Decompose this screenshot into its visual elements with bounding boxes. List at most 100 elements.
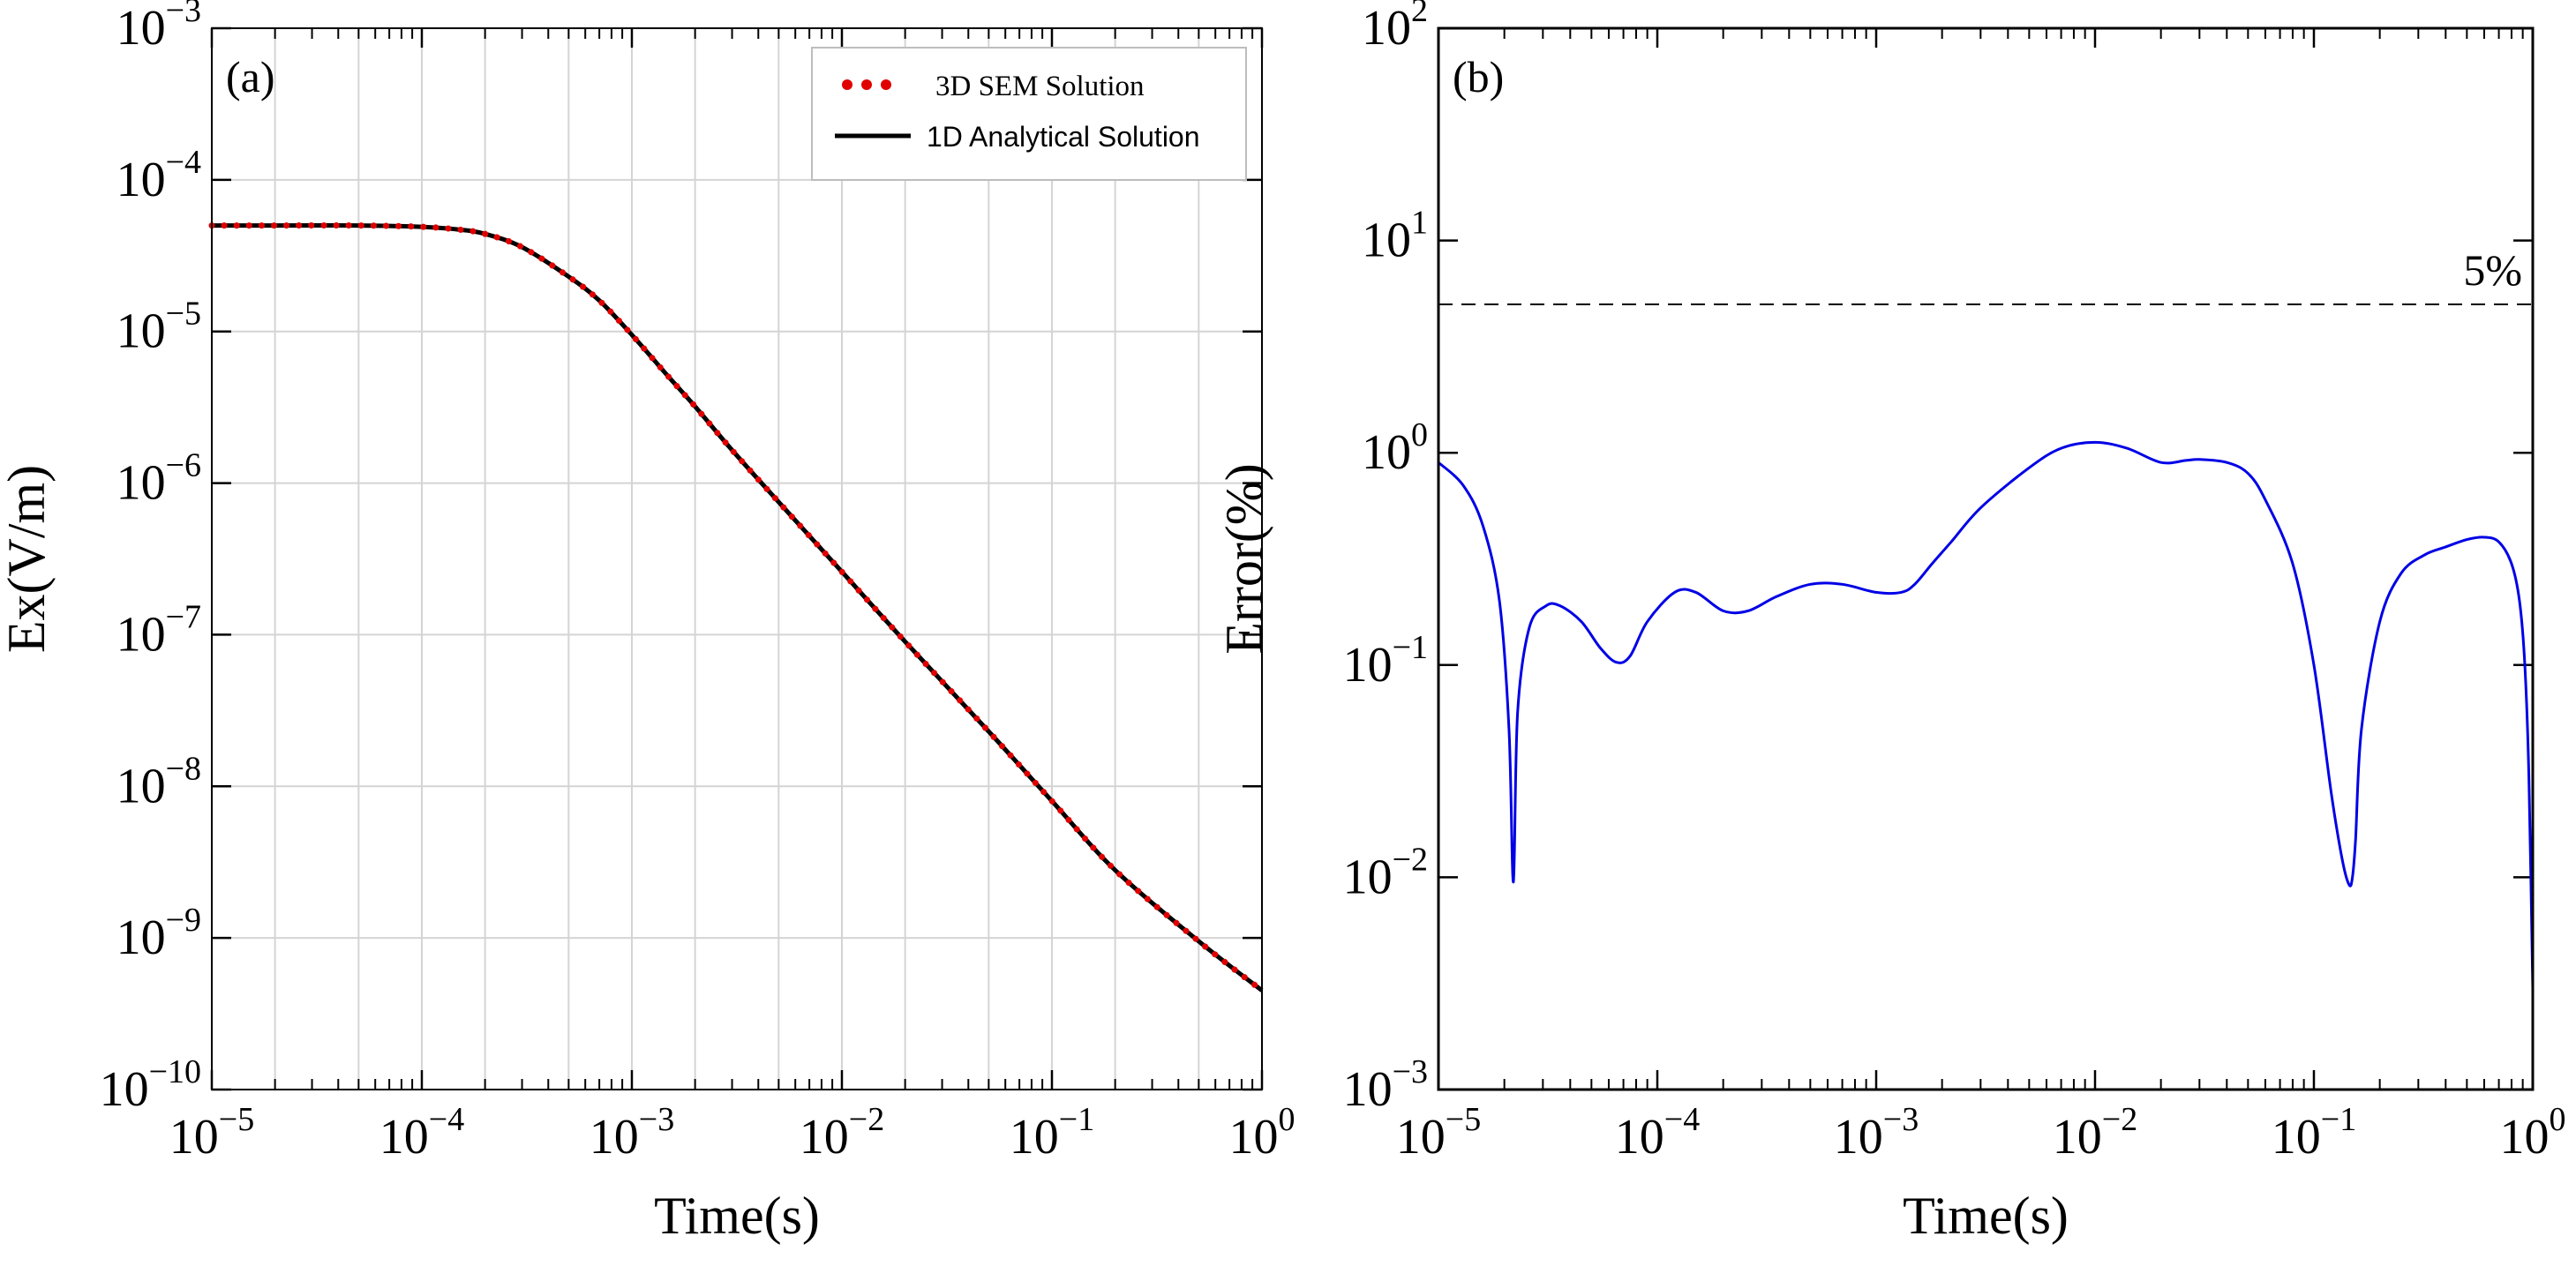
x-tick-label: 10−4 — [379, 1101, 464, 1165]
tick-exponent: −6 — [166, 447, 201, 484]
y-tick-label: 10−8 — [116, 750, 201, 813]
tick-base: 10 — [2500, 1110, 2550, 1165]
x-tick-label: 10−5 — [1396, 1101, 1481, 1165]
y-tick-label: 10−1 — [1343, 629, 1428, 693]
x-tick-label: 10−3 — [1834, 1101, 1919, 1165]
tick-exponent: 0 — [2550, 1101, 2566, 1138]
tick-exponent: −1 — [1059, 1101, 1094, 1138]
legend-label-analytical: 1D Analytical Solution — [927, 121, 1200, 153]
tick-base: 10 — [1362, 1, 1411, 56]
tick-exponent: −9 — [166, 902, 201, 939]
x-axis-label-b: Time(s) — [1903, 1187, 2069, 1245]
y-tick-label: 10−10 — [100, 1053, 201, 1117]
tick-base: 10 — [1229, 1110, 1279, 1165]
tick-base: 10 — [1362, 213, 1411, 268]
x-tick-label: 10−3 — [590, 1101, 674, 1165]
panel-label-a: (a) — [226, 52, 275, 101]
tick-exponent: −3 — [1393, 1053, 1428, 1090]
grid-a — [211, 27, 1263, 1090]
tick-exponent: −1 — [1393, 629, 1428, 666]
tick-exponent: 0 — [1279, 1101, 1296, 1138]
legend-dot — [842, 79, 852, 90]
x-tick-labels-b: 10−5 10−4 10−3 10−2 10−1 100 — [1396, 1101, 2566, 1165]
y-tick-label: 10−5 — [116, 296, 201, 359]
y-axis-label-b: Error(%) — [1215, 463, 1273, 655]
tick-base: 10 — [379, 1110, 429, 1165]
tick-exponent: −5 — [166, 296, 201, 333]
x-tick-label: 100 — [2500, 1101, 2566, 1165]
tick-base: 10 — [1010, 1110, 1059, 1165]
x-tick-labels-a: 10−5 10−4 10−3 10−2 10−1 100 — [169, 1101, 1296, 1165]
tick-base: 10 — [1343, 638, 1393, 693]
tick-exponent: −2 — [1393, 841, 1428, 878]
tick-base: 10 — [169, 1110, 219, 1165]
major-ticks-b — [1437, 26, 2535, 1091]
minor-ticks-b — [1503, 28, 2524, 1090]
tick-base: 10 — [1615, 1110, 1664, 1165]
x-tick-label: 10−1 — [2272, 1101, 2356, 1165]
tick-exponent: −4 — [1664, 1101, 1700, 1138]
x-tick-label: 10−5 — [169, 1101, 254, 1165]
panel-label-b: (b) — [1453, 52, 1504, 101]
series-a — [208, 221, 1265, 994]
plot-frame-a — [211, 27, 1263, 1090]
x-tick-label: 100 — [1229, 1101, 1296, 1165]
y-tick-label: 10−7 — [116, 598, 201, 662]
x-tick-label: 10−4 — [1615, 1101, 1700, 1165]
series-line-sem — [208, 221, 1265, 994]
tick-base: 10 — [2053, 1110, 2102, 1165]
tick-exponent: −3 — [639, 1101, 674, 1138]
y-tick-label: 102 — [1362, 0, 1428, 56]
legend-a: 3D SEM Solution 1D Analytical Solution — [811, 47, 1247, 181]
x-tick-label: 10−1 — [1010, 1101, 1094, 1165]
tick-exponent: −8 — [166, 750, 201, 787]
tick-base: 10 — [590, 1110, 639, 1165]
y-tick-label: 101 — [1362, 205, 1428, 268]
tick-exponent: −2 — [2102, 1101, 2137, 1138]
legend-dot — [881, 79, 891, 90]
tick-exponent: −4 — [166, 144, 201, 181]
x-tick-label: 10−2 — [2053, 1101, 2137, 1165]
x-axis-label-a: Time(s) — [654, 1187, 820, 1245]
legend-symbol-sem — [842, 79, 891, 90]
tick-exponent: −5 — [219, 1101, 254, 1138]
tick-exponent: 1 — [1411, 205, 1428, 242]
y-tick-label: 10−4 — [116, 144, 201, 207]
tick-exponent: 2 — [1411, 0, 1428, 29]
tick-exponent: −5 — [1446, 1101, 1481, 1138]
plot-frame-b — [1437, 26, 2535, 1091]
series-line-error — [1437, 440, 2535, 989]
y-tick-label: 10−3 — [1343, 1053, 1428, 1117]
tick-base: 10 — [1396, 1110, 1446, 1165]
tick-exponent: −3 — [1883, 1101, 1919, 1138]
legend-box — [811, 47, 1247, 181]
y-tick-label: 10−6 — [116, 447, 201, 511]
tick-base: 10 — [800, 1110, 849, 1165]
series-b — [1437, 440, 2535, 989]
panel-b: 5% 10−5 10−4 10−3 10−2 10−1 100 10−310−210−11… — [1215, 0, 2566, 1245]
tick-base: 10 — [2272, 1110, 2321, 1165]
tick-base: 10 — [116, 607, 166, 662]
tick-base: 10 — [116, 304, 166, 359]
tick-base: 10 — [1343, 1062, 1393, 1117]
y-tick-label: 100 — [1362, 416, 1428, 480]
reference-line-label: 5% — [2463, 245, 2522, 295]
tick-base: 10 — [116, 153, 166, 207]
tick-base: 10 — [1343, 850, 1393, 904]
tick-exponent: −3 — [166, 0, 201, 29]
tick-base: 10 — [116, 759, 166, 813]
tick-exponent: −7 — [166, 598, 201, 635]
tick-base: 10 — [1834, 1110, 1883, 1165]
tick-exponent: −10 — [149, 1053, 201, 1090]
major-ticks-a — [210, 26, 1264, 1091]
y-axis-label-a: Ex(V/m) — [0, 465, 56, 653]
y-tick-label: 10−9 — [116, 902, 201, 965]
tick-exponent: −2 — [849, 1101, 884, 1138]
tick-base: 10 — [1362, 425, 1411, 480]
panel-a: 10−5 10−4 10−3 10−2 10−1 100 10−1010−910−810−… — [0, 0, 1296, 1245]
x-tick-label: 10−2 — [800, 1101, 884, 1165]
series-line-analytical — [212, 222, 1264, 993]
tick-base: 10 — [116, 456, 166, 511]
